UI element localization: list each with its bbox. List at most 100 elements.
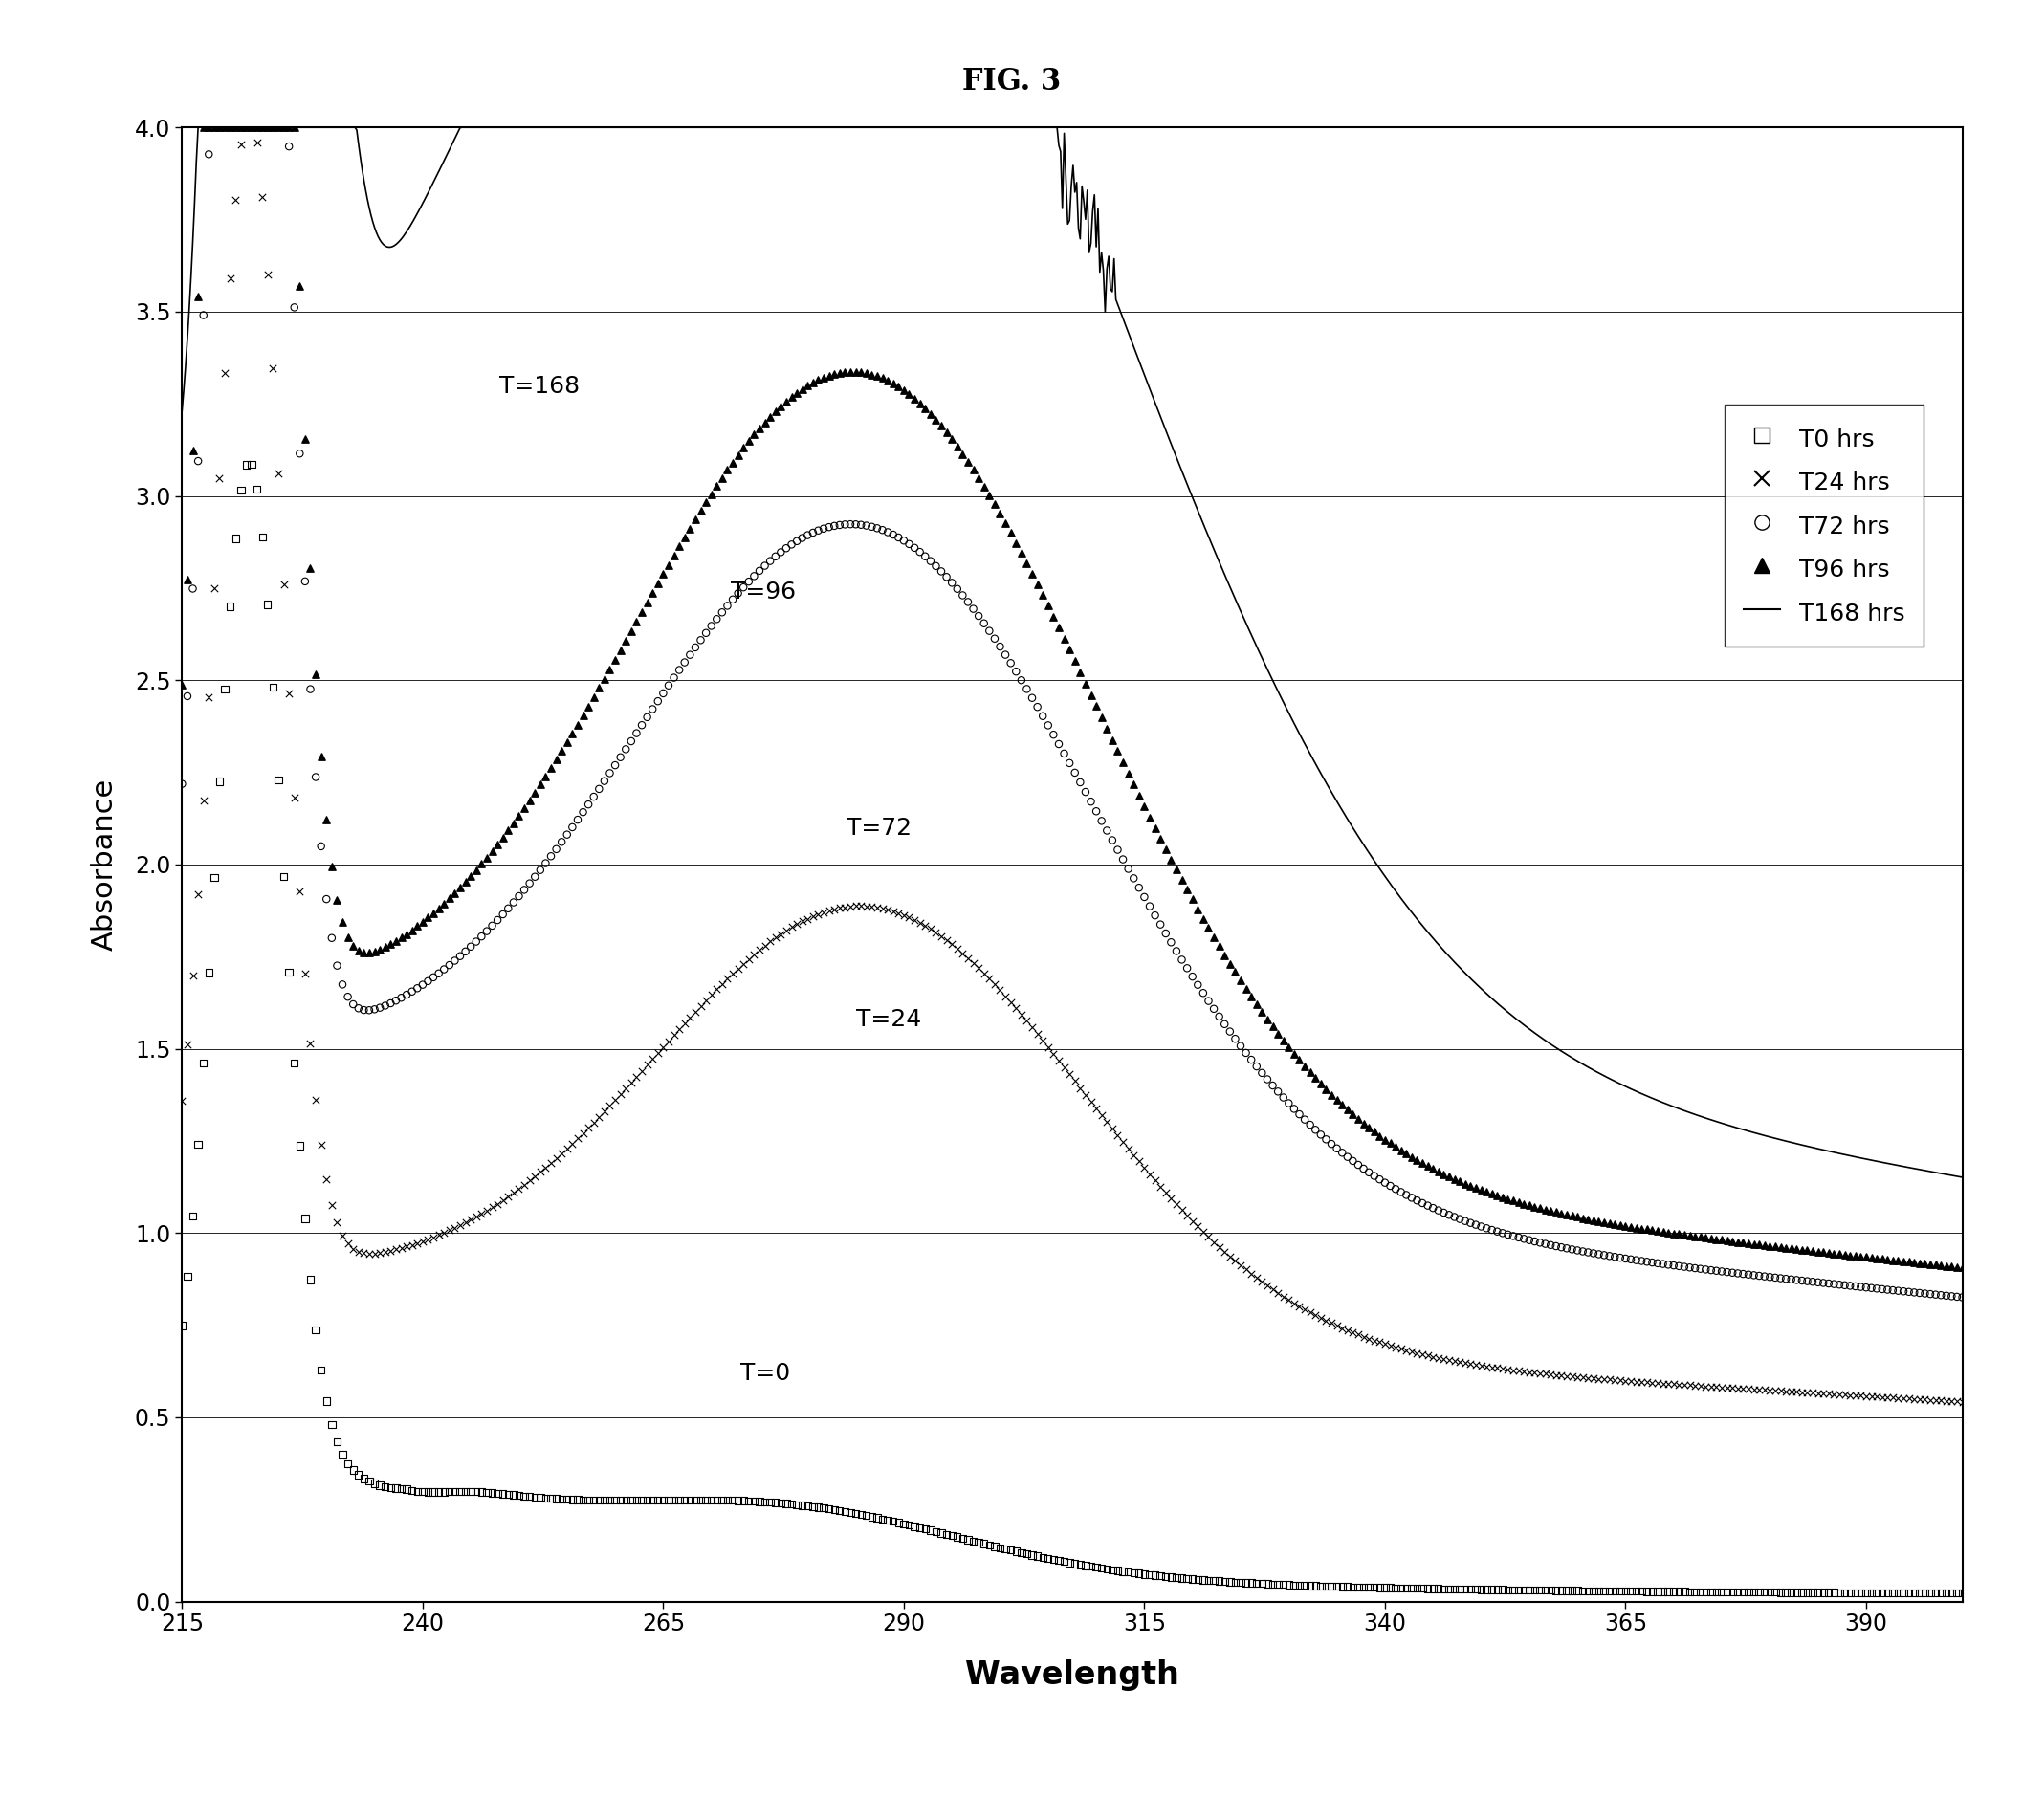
Point bbox=[299, 1316, 332, 1345]
Point bbox=[475, 1192, 508, 1221]
Point bbox=[1657, 1370, 1689, 1400]
Point bbox=[524, 1483, 556, 1512]
Point bbox=[218, 186, 251, 215]
Point bbox=[1155, 1562, 1188, 1591]
Point bbox=[1155, 844, 1188, 874]
Point bbox=[1455, 1574, 1487, 1603]
Point bbox=[241, 475, 273, 504]
Point bbox=[1728, 1259, 1760, 1289]
Point bbox=[1754, 1263, 1786, 1292]
Point bbox=[1465, 1574, 1497, 1603]
Point bbox=[892, 903, 925, 932]
Point bbox=[348, 996, 380, 1025]
Point bbox=[1487, 1219, 1519, 1249]
Point bbox=[1728, 1228, 1760, 1258]
Point bbox=[801, 366, 833, 395]
Point bbox=[502, 881, 534, 910]
Point bbox=[342, 1238, 374, 1267]
Point bbox=[1637, 1249, 1669, 1278]
Point bbox=[1022, 1542, 1054, 1571]
Point bbox=[1699, 1578, 1732, 1607]
Point bbox=[1744, 1230, 1776, 1259]
Point bbox=[481, 830, 514, 859]
Point bbox=[1295, 1110, 1327, 1139]
Point bbox=[1513, 1358, 1546, 1387]
Point bbox=[1070, 1081, 1103, 1110]
Point bbox=[1272, 1571, 1305, 1600]
Point bbox=[765, 391, 797, 420]
Point bbox=[235, 113, 267, 142]
Point bbox=[641, 1485, 674, 1514]
Point bbox=[316, 1410, 348, 1440]
Point bbox=[1250, 1270, 1283, 1299]
Point bbox=[840, 357, 872, 386]
Point bbox=[931, 562, 963, 592]
Point bbox=[1422, 1158, 1455, 1187]
Point bbox=[647, 1485, 680, 1514]
Point bbox=[1380, 1332, 1412, 1361]
Point bbox=[1689, 1256, 1722, 1285]
Point bbox=[1299, 1571, 1331, 1600]
Point bbox=[947, 581, 979, 610]
Point bbox=[712, 1485, 744, 1514]
Point bbox=[423, 959, 455, 988]
Point bbox=[1230, 974, 1262, 1003]
Point bbox=[1695, 1578, 1728, 1607]
Point bbox=[566, 701, 599, 730]
Point bbox=[1604, 1576, 1637, 1605]
Point bbox=[583, 673, 615, 703]
Point bbox=[518, 779, 550, 808]
Point bbox=[664, 655, 696, 684]
Point bbox=[1813, 1269, 1845, 1298]
Point bbox=[1855, 1243, 1887, 1272]
Point bbox=[712, 455, 744, 484]
Point bbox=[609, 735, 641, 764]
Point bbox=[1711, 1227, 1744, 1256]
Point bbox=[534, 841, 566, 870]
Point bbox=[225, 129, 257, 158]
Point bbox=[995, 519, 1028, 548]
Point bbox=[1272, 1285, 1305, 1314]
Point bbox=[459, 1478, 492, 1507]
Point bbox=[1311, 1571, 1343, 1600]
Point bbox=[293, 1028, 326, 1057]
Point bbox=[1305, 1119, 1337, 1148]
Point bbox=[647, 1032, 680, 1061]
Point bbox=[1481, 1354, 1513, 1383]
Point bbox=[1175, 885, 1208, 914]
Point bbox=[251, 590, 283, 619]
Point bbox=[459, 855, 492, 885]
Point bbox=[1204, 1232, 1236, 1261]
Point bbox=[631, 1050, 664, 1079]
Point bbox=[1357, 1161, 1390, 1190]
Point bbox=[1353, 1572, 1386, 1602]
Point bbox=[1802, 1578, 1835, 1607]
Point bbox=[1705, 1578, 1738, 1607]
Point bbox=[1192, 986, 1224, 1016]
Point bbox=[1325, 1314, 1357, 1343]
Point bbox=[550, 728, 583, 757]
Point bbox=[1861, 1578, 1894, 1607]
Point bbox=[465, 923, 498, 952]
Point bbox=[850, 1502, 882, 1531]
Point bbox=[1005, 1538, 1038, 1567]
Point bbox=[1380, 1174, 1412, 1203]
Point bbox=[423, 894, 455, 923]
Point bbox=[348, 1239, 380, 1269]
Point bbox=[801, 899, 833, 928]
Point bbox=[1370, 1572, 1402, 1602]
Point bbox=[1204, 932, 1236, 961]
Point bbox=[342, 935, 374, 965]
Point bbox=[680, 997, 712, 1026]
Point bbox=[674, 1485, 706, 1514]
Point bbox=[1096, 1556, 1129, 1585]
Point bbox=[1673, 1370, 1705, 1400]
Point bbox=[979, 970, 1012, 999]
Point bbox=[1920, 1279, 1952, 1309]
Point bbox=[641, 1039, 674, 1068]
Point bbox=[937, 568, 969, 597]
Point bbox=[615, 1068, 647, 1097]
Point bbox=[1321, 1085, 1353, 1114]
Point bbox=[1295, 1571, 1327, 1600]
Point bbox=[1396, 1183, 1428, 1212]
